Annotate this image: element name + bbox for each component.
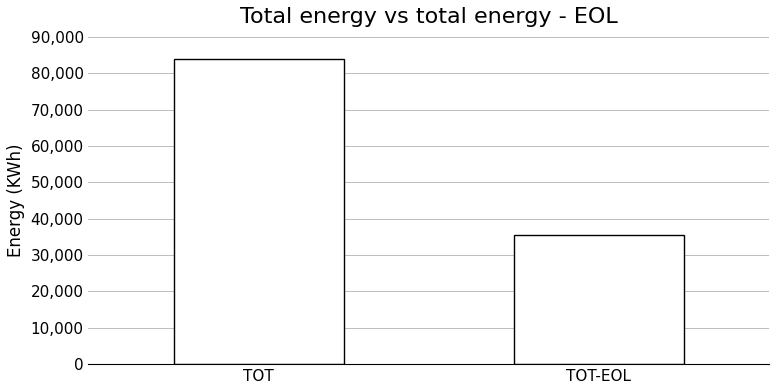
Title: Total energy vs total energy - EOL: Total energy vs total energy - EOL [240, 7, 618, 27]
Bar [174, 59, 344, 364]
Bar [514, 235, 684, 364]
Y-axis label: Energy (KWh): Energy (KWh) [7, 144, 25, 257]
